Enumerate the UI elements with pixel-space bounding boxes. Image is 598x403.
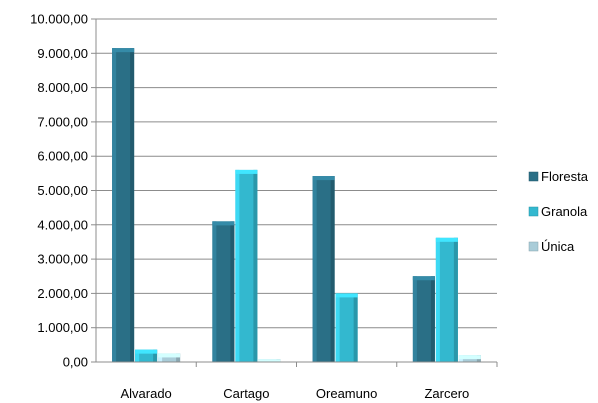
bar-highlight [412,276,417,362]
bar-shade [176,353,181,362]
bar-floresta-oreamuno [312,176,335,362]
bar-top [312,176,335,181]
bar-body [212,221,235,362]
bar-única-alvarado [158,353,181,362]
x-axis-labels: Alvarado Cartago Oreamuno Zarcero [120,386,469,401]
y-tick-label: 4.000,00 [37,217,88,232]
axes [95,19,498,367]
bar-body [235,169,258,362]
y-tick-label: 2.000,00 [37,286,88,301]
bar-top [112,48,135,53]
bar-shade [230,221,235,362]
bar-granola-zarcero [435,237,458,362]
bar-granola-alvarado [135,349,158,362]
bar-top [458,355,481,360]
bar-body [335,293,358,362]
y-tick-label: 6.000,00 [37,149,88,164]
bar-highlight [312,176,317,362]
bar-shade [253,169,258,362]
bar-floresta-alvarado [112,48,135,362]
bar-top [435,237,458,242]
legend-label: Floresta [541,169,589,184]
legend-label: Única [541,239,575,254]
bar-highlight [235,169,240,362]
bar-highlight [112,48,117,362]
bar-body [158,353,181,362]
legend: Floresta Granola Única [528,169,589,254]
bar-top [258,359,281,362]
bar-shade [130,48,135,362]
bar-body [435,237,458,362]
x-tick-label: Alvarado [120,386,171,401]
bar-highlight [158,353,163,362]
bar-shade [453,237,458,362]
bar-highlight [135,349,140,362]
bar-highlight [435,237,440,362]
bar-highlight [335,293,340,362]
y-tick-label: 5.000,00 [37,183,88,198]
x-tick-label: Oreamuno [316,386,377,401]
bar-highlight [212,221,217,362]
bar-top [412,276,435,281]
bar-body [412,276,435,362]
y-tick-label: 0,00 [63,355,88,370]
bar-top [212,221,235,226]
bar-body [312,176,335,362]
bar-granola-cartago [235,169,258,362]
y-tick-label: 3.000,00 [37,252,88,267]
y-tick-label: 10.000,00 [30,12,88,27]
bar-top [135,349,158,354]
bar-top [158,353,181,358]
y-tick-label: 9.000,00 [37,46,88,61]
bar-única-cartago [258,359,281,362]
y-tick-label: 1.000,00 [37,320,88,335]
legend-swatch [528,206,539,217]
bar-única-zarcero [458,355,481,362]
bar-floresta-cartago [212,221,235,362]
bars [112,48,481,362]
bar-shade [153,349,158,362]
legend-item-granola: Granola [528,204,588,219]
legend-item-única: Única [528,239,575,254]
y-tick-label: 8.000,00 [37,80,88,95]
bar-shade [430,276,435,362]
gridlines [96,18,497,329]
bar-body [112,48,135,362]
x-tick-label: Zarcero [424,386,469,401]
bar-shade [353,293,358,362]
y-axis-ticks: 0,00 1.000,00 2.000,00 3.000,00 4.000,00 5.00… [30,12,96,370]
legend-item-floresta: Floresta [528,169,589,184]
x-tick-label: Cartago [223,386,269,401]
legend-swatch [528,171,539,182]
legend-label: Granola [541,204,588,219]
y-tick-label: 7.000,00 [37,114,88,129]
bar-top [335,293,358,298]
legend-swatch [528,241,539,252]
bar-granola-oreamuno [335,293,358,362]
bar-top [235,169,258,174]
bar-shade [330,176,335,362]
bar-floresta-zarcero [412,276,435,362]
